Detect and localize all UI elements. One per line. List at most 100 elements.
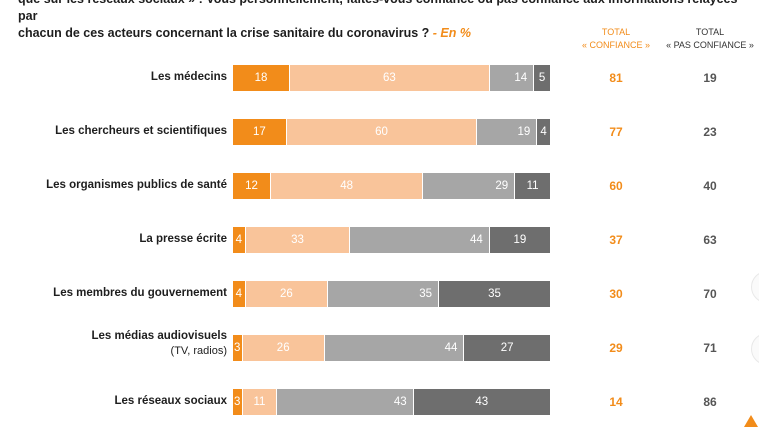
total-confiance-value: 30 <box>609 287 623 301</box>
bar-segment: 4 <box>233 281 246 307</box>
bar-segment: 4 <box>537 119 550 145</box>
row-label-text: Les réseaux sociaux <box>114 395 227 407</box>
bar-segment-label: 5 <box>538 72 546 84</box>
bar-row: 4 33 44 19 <box>233 227 550 253</box>
header-total-pas-confiance: TOTAL « PAS CONFIANCE » <box>661 26 759 52</box>
row-label: Les organismes publics de santé <box>30 178 227 193</box>
bar-segment: 33 <box>245 227 351 253</box>
bar-segment-label: 3 <box>234 342 241 354</box>
bar-segment: 5 <box>534 65 550 91</box>
row-label-text: La presse écrite <box>139 233 227 245</box>
header-total-confiance-line2: « CONFIANCE » <box>581 40 650 50</box>
bar-segment-label: 35 <box>488 288 501 300</box>
decorative-triangle <box>744 415 758 427</box>
bar-segment-label: 48 <box>340 180 353 192</box>
bar-segment: 27 <box>464 335 550 361</box>
bar-segment: 18 <box>233 65 291 91</box>
bar-segment-label: 11 <box>526 180 539 192</box>
row-label-text: Les organismes publics de santé <box>46 179 227 191</box>
bar-segment-label: 26 <box>279 288 293 300</box>
total-pas-confiance-value: 40 <box>703 179 717 193</box>
row-label: Les réseaux sociaux <box>30 394 227 409</box>
row-label-text: Les chercheurs et scientifiques <box>55 125 227 137</box>
bar-segment: 12 <box>233 173 272 199</box>
bar-segment: 29 <box>423 173 516 199</box>
question-line-2: chacun de ces acteurs concernant la cris… <box>18 25 758 42</box>
chart-question: que sur les réseaux sociaux » : Vous per… <box>18 0 758 42</box>
bar-segment-label: 4 <box>540 126 547 138</box>
row-label: Les chercheurs et scientifiques <box>30 124 227 139</box>
row-label: Les membres du gouvernement <box>30 286 227 301</box>
total-pas-confiance-value: 63 <box>703 233 717 247</box>
bar-segment: 17 <box>233 119 287 145</box>
row-label-text: Les médecins <box>150 71 227 83</box>
bar-segment: 11 <box>242 389 278 415</box>
bar-row: 3 11 43 43 <box>233 389 550 415</box>
total-pas-confiance-value: 19 <box>703 71 717 85</box>
bar-segment-label: 4 <box>235 288 243 300</box>
header-total-pas-line2: « PAS CONFIANCE » <box>666 40 754 50</box>
header-total-pas-line1: TOTAL <box>695 27 725 37</box>
bar-segment: 3 <box>233 335 243 361</box>
decorative-circle <box>751 333 759 365</box>
bar-segment: 43 <box>277 389 414 415</box>
bar-segment: 43 <box>413 389 550 415</box>
row-label-text: Les membres du gouvernement <box>53 287 227 299</box>
bar-segment: 44 <box>350 227 490 253</box>
bar-segment-label: 63 <box>383 72 396 84</box>
bar-segment-label: 60 <box>375 126 388 138</box>
bar-segment-label: 35 <box>419 288 433 300</box>
row-label: La presse écrite <box>30 232 227 247</box>
bar-segment: 35 <box>439 281 550 307</box>
total-confiance-value: 81 <box>609 71 623 85</box>
total-confiance-value: 60 <box>609 179 623 193</box>
bar-segment: 44 <box>324 335 465 361</box>
bar-row: 12 48 29 11 <box>233 173 550 199</box>
bar-segment: 48 <box>271 173 424 199</box>
row-label-text: Les médias audiovisuels <box>91 330 227 342</box>
decorative-circle <box>751 271 759 303</box>
bar-segment-label: 12 <box>245 180 258 192</box>
row-label: Les médias audiovisuels (TV, radios) <box>30 329 227 359</box>
question-line-1: que sur les réseaux sociaux » : Vous per… <box>18 0 737 23</box>
bar-row: 4 26 35 35 <box>233 281 550 307</box>
total-confiance-value: 14 <box>609 395 623 409</box>
bar-segment: 26 <box>242 335 325 361</box>
bar-segment-label: 17 <box>253 126 266 138</box>
total-pas-confiance-value: 70 <box>703 287 717 301</box>
bar-row: 3 26 44 27 <box>233 335 550 361</box>
total-pas-confiance-value: 71 <box>703 341 717 355</box>
bar-segment-label: 3 <box>234 396 241 408</box>
bar-segment: 11 <box>515 173 550 199</box>
bar-segment-label: 27 <box>500 342 514 354</box>
header-total-confiance: TOTAL « CONFIANCE » <box>570 26 662 52</box>
bar-segment: 3 <box>233 389 243 415</box>
bar-segment: 63 <box>290 65 490 91</box>
bar-segment: 14 <box>489 65 535 91</box>
total-pas-confiance-value: 86 <box>703 395 717 409</box>
total-confiance-value: 37 <box>609 233 623 247</box>
bar-segment-label: 4 <box>235 234 243 246</box>
total-confiance-value: 77 <box>609 125 623 139</box>
question-unit: - En % <box>432 26 471 40</box>
bar-segment: 19 <box>477 119 538 145</box>
bar-segment-label: 11 <box>253 396 266 408</box>
bar-segment-label: 26 <box>276 342 290 354</box>
bar-segment-label: 43 <box>393 396 407 408</box>
bar-segment-label: 43 <box>475 396 489 408</box>
bar-segment-label: 14 <box>514 72 528 84</box>
bar-segment: 4 <box>233 227 246 253</box>
bar-segment: 60 <box>286 119 478 145</box>
bar-segment-label: 44 <box>469 234 483 246</box>
bar-segment-label: 18 <box>254 72 268 84</box>
bar-segment-label: 44 <box>444 342 458 354</box>
bar-row: 18 63 14 5 <box>233 65 550 91</box>
bar-segment: 19 <box>489 227 550 253</box>
bar-row: 17 60 19 4 <box>233 119 550 145</box>
bar-segment-label: 19 <box>517 126 531 138</box>
row-sublabel: (TV, radios) <box>170 345 227 357</box>
total-confiance-value: 29 <box>609 341 623 355</box>
row-label: Les médecins <box>30 70 227 85</box>
total-pas-confiance-value: 23 <box>703 125 717 139</box>
bar-segment-label: 19 <box>513 234 527 246</box>
